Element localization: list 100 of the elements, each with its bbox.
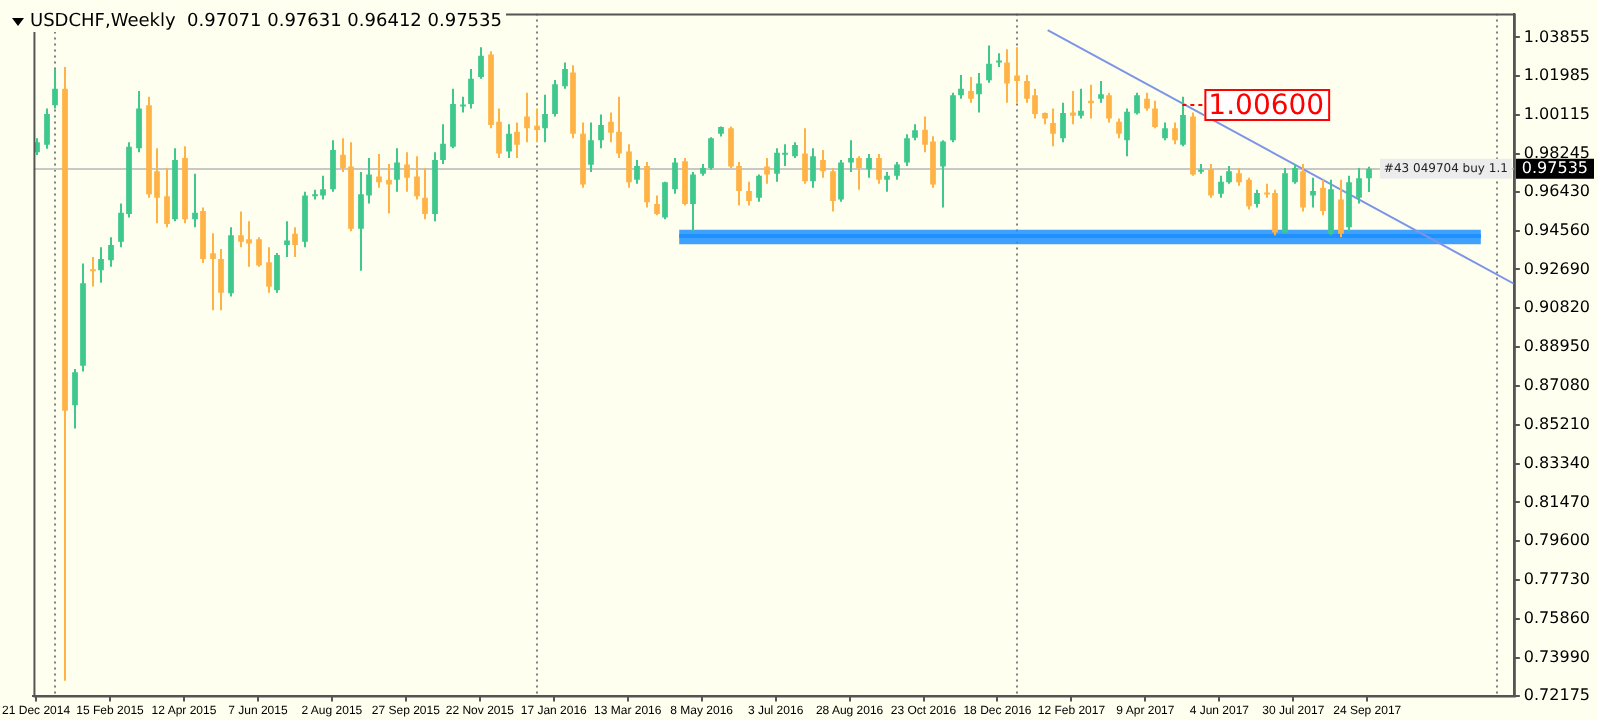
- candlestick: [976, 72, 982, 114]
- candlestick: [1300, 163, 1306, 213]
- candlestick: [386, 163, 392, 215]
- candlestick: [542, 93, 548, 144]
- candlestick: [856, 155, 862, 191]
- candlestick: [1152, 99, 1158, 130]
- y-tick-label: 0.73990: [1523, 648, 1591, 667]
- candlestick: [256, 236, 262, 268]
- candlestick: [1078, 87, 1084, 120]
- candlestick: [1218, 174, 1224, 199]
- y-tick-label: 0.83340: [1523, 453, 1591, 472]
- candlestick: [210, 232, 216, 312]
- candlestick: [1032, 87, 1038, 120]
- y-tick-label: 0.94560: [1523, 220, 1591, 239]
- candlestick: [1346, 174, 1352, 233]
- candlestick: [1310, 176, 1316, 209]
- candlestick: [708, 136, 714, 171]
- candlestick: [274, 251, 280, 294]
- candlestick: [1366, 165, 1372, 194]
- chart-title: USDCHF,Weekly 0.97071 0.97631 0.96412 0.97535: [30, 12, 502, 32]
- candlestick: [404, 151, 410, 193]
- candlestick: [534, 107, 540, 144]
- candlestick: [218, 248, 224, 312]
- candlestick: [90, 255, 96, 288]
- candlestick: [506, 123, 512, 159]
- candlestick: [1124, 107, 1130, 158]
- candlestick: [588, 121, 594, 173]
- candlestick: [136, 89, 142, 154]
- candlestick: [440, 123, 446, 166]
- candlestick: [820, 149, 826, 179]
- candlestick: [930, 135, 936, 189]
- candlestick: [838, 159, 844, 203]
- candlestick: [246, 220, 252, 268]
- candlestick: [598, 113, 604, 150]
- candlestick: [830, 166, 836, 213]
- candlestick: [164, 166, 170, 229]
- candlestick: [1050, 107, 1056, 148]
- candlestick: [44, 107, 50, 150]
- candlestick: [358, 170, 364, 272]
- candlestick: [904, 133, 910, 167]
- text: 0.97535: [1521, 158, 1589, 177]
- y-tick-label: 0.77730: [1523, 570, 1591, 589]
- candlestick: [672, 157, 678, 195]
- candlestick: [1338, 178, 1344, 239]
- candlestick: [514, 121, 520, 159]
- candlestick: [1328, 178, 1334, 237]
- candlestick: [524, 91, 530, 144]
- y-tick-label: 1.03855: [1523, 27, 1591, 46]
- candlestick: [950, 91, 956, 144]
- candlestick: [320, 174, 326, 201]
- candlestick: [266, 246, 272, 294]
- candlestick: [192, 172, 198, 229]
- candlestick: [72, 368, 78, 430]
- y-tick-label: 0.79600: [1523, 531, 1591, 550]
- y-tick-label: 0.98245: [1523, 144, 1591, 163]
- candlestick: [1004, 48, 1010, 104]
- candlestick: [1356, 166, 1362, 205]
- y-tick-label: 0.85210: [1523, 414, 1591, 433]
- candlestick: [958, 73, 964, 100]
- y-tick-label: 0.88950: [1523, 337, 1591, 356]
- candlestick: [1320, 178, 1326, 217]
- candlestick: [764, 157, 770, 185]
- candlestick: [1106, 91, 1112, 124]
- candlestick: [1134, 91, 1140, 116]
- candlestick: [682, 157, 688, 207]
- y-tick-label: 0.81470: [1523, 492, 1591, 511]
- candlestick: [284, 220, 290, 258]
- candlestick: [238, 210, 244, 249]
- candlestick: [552, 79, 558, 118]
- candlestick: [1208, 163, 1214, 199]
- y-tick-label: 0.87080: [1523, 376, 1591, 395]
- y-tick-label: 0.92690: [1523, 259, 1591, 278]
- candlestick: [746, 180, 752, 207]
- y-tick-label: 0.75860: [1523, 609, 1591, 628]
- candlestick: [478, 46, 484, 80]
- candlestick: [98, 246, 104, 284]
- candlestick: [468, 68, 474, 110]
- candlestick: [810, 147, 816, 189]
- candlestick: [940, 139, 946, 209]
- candlestick: [1180, 95, 1186, 148]
- candlestick: [52, 68, 58, 110]
- candlestick: [884, 170, 890, 193]
- candlestick: [1272, 188, 1278, 237]
- candlestick: [394, 147, 400, 193]
- candlestick: [376, 153, 382, 189]
- candlestick: [626, 143, 632, 189]
- candlestick: [1098, 79, 1104, 104]
- candlestick: [1060, 101, 1066, 144]
- candlestick: [616, 95, 622, 159]
- candlestick: [1070, 89, 1076, 126]
- candlestick: [562, 61, 568, 90]
- candlestick: [330, 139, 336, 193]
- candlestick: [782, 143, 788, 167]
- candlestick: [1292, 163, 1298, 185]
- candlestick: [1246, 176, 1252, 211]
- candlestick: [634, 159, 640, 185]
- candlestick: [292, 226, 298, 258]
- y-tick-label: 0.90820: [1523, 298, 1591, 317]
- candlestick: [968, 75, 974, 104]
- candlestick: [662, 180, 668, 221]
